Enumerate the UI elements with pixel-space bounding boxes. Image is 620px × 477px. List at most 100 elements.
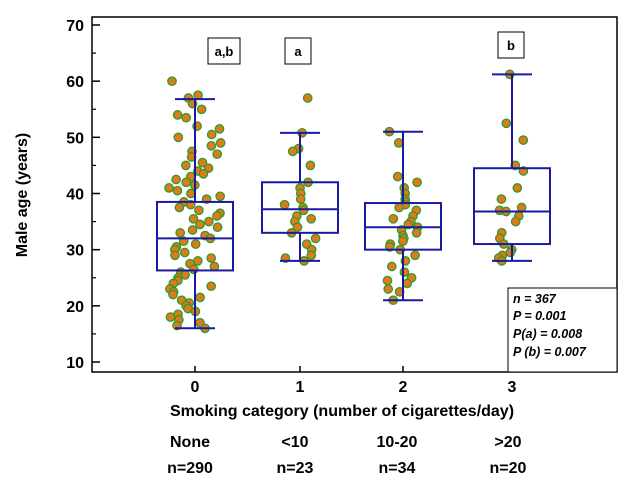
stat-p: P = 0.001 — [513, 309, 566, 323]
data-point — [164, 183, 174, 193]
data-point — [383, 284, 394, 294]
data-point — [411, 227, 422, 238]
data-point — [173, 132, 184, 143]
y-tick-label: 10 — [66, 355, 84, 372]
category-desc: <10 — [281, 434, 308, 451]
data-point — [167, 76, 177, 87]
data-point — [206, 253, 217, 263]
x-tick-label: 3 — [508, 379, 517, 396]
stat-n: n = 367 — [513, 292, 557, 306]
x-tick-label: 1 — [296, 379, 305, 396]
data-point — [180, 160, 191, 171]
data-point — [172, 110, 183, 120]
data-point — [174, 202, 185, 213]
data-point — [212, 149, 223, 160]
data-point — [388, 213, 399, 224]
category-desc: >20 — [494, 434, 521, 451]
data-point — [171, 174, 181, 185]
category-count: n=290 — [167, 460, 213, 477]
data-point — [190, 239, 201, 249]
data-point — [215, 191, 226, 202]
stat-pa: P(a) = 0.008 — [513, 327, 582, 341]
data-point — [496, 194, 507, 204]
data-point — [181, 112, 191, 123]
data-point — [292, 222, 303, 233]
category-desc: 10-20 — [377, 434, 418, 451]
data-point — [510, 216, 521, 227]
category-desc: None — [170, 434, 210, 451]
category-descriptions: None <10 10-20 >20 n=290 n=23 n=34 n=20 — [167, 434, 526, 477]
stats-box — [507, 287, 618, 373]
data-point — [305, 160, 316, 171]
data-point — [298, 205, 309, 216]
box-iqr — [473, 167, 551, 246]
data-point — [179, 247, 190, 258]
data-point — [206, 129, 217, 140]
data-point — [209, 261, 220, 272]
x-axis-label: Smoking category (number of cigarettes/d… — [170, 403, 514, 420]
y-tick-label: 70 — [66, 18, 84, 35]
sig-label: b — [507, 38, 515, 53]
data-point — [192, 256, 203, 266]
data-point — [392, 171, 403, 182]
data-point — [398, 236, 408, 247]
data-point — [194, 205, 204, 216]
sig-label-box — [207, 37, 241, 65]
data-point — [516, 202, 527, 213]
data-point — [204, 216, 214, 227]
data-point — [501, 118, 512, 129]
data-point — [382, 275, 393, 286]
data-point — [197, 157, 208, 168]
data-point — [386, 261, 397, 272]
data-point — [175, 227, 186, 238]
data-point — [302, 93, 313, 103]
category-count: n=34 — [379, 460, 416, 477]
data-point — [188, 213, 199, 224]
data-point — [518, 135, 529, 145]
data-point — [505, 247, 516, 258]
data-point — [410, 250, 420, 261]
significance-labels: a,b a b — [207, 31, 525, 65]
plot-frame — [91, 16, 618, 373]
data-point — [206, 281, 217, 292]
y-tick-label: 30 — [66, 243, 84, 260]
data-point — [172, 185, 183, 196]
category-count: n=20 — [490, 460, 527, 477]
data-point — [196, 104, 207, 115]
data-point — [170, 250, 180, 261]
data-point — [412, 177, 422, 188]
stat-pb: P (b) = 0.007 — [513, 345, 587, 359]
sig-label: a — [294, 44, 302, 59]
data-point — [310, 233, 321, 244]
data-point — [206, 140, 217, 151]
data-point — [287, 146, 298, 157]
y-tick-label: 60 — [66, 74, 84, 91]
data-point — [402, 278, 413, 289]
x-tick-label: 0 — [191, 379, 200, 396]
y-tick-label: 50 — [66, 130, 84, 147]
data-point — [306, 213, 317, 224]
y-axis-label: Male age (years) — [14, 133, 31, 258]
data-point — [165, 312, 176, 322]
data-point — [215, 138, 226, 148]
y-tick-label: 40 — [66, 187, 84, 204]
y-tick-label: 20 — [66, 299, 84, 316]
data-point — [198, 168, 209, 179]
data-point — [212, 222, 223, 233]
data-point — [512, 183, 523, 193]
data-point — [186, 188, 196, 199]
data-point — [181, 177, 192, 188]
data-point — [188, 264, 199, 275]
sig-label-box — [497, 31, 525, 59]
category-count: n=23 — [277, 460, 314, 477]
sig-label: a,b — [215, 44, 234, 59]
data-point — [187, 225, 198, 235]
data-point — [214, 124, 225, 134]
data-point — [279, 199, 290, 210]
data-point — [399, 267, 410, 277]
data-point — [195, 292, 205, 303]
sig-label-box — [284, 37, 312, 65]
data-point — [168, 289, 178, 300]
y-ticks: 10 20 30 40 50 60 70 — [66, 18, 100, 372]
